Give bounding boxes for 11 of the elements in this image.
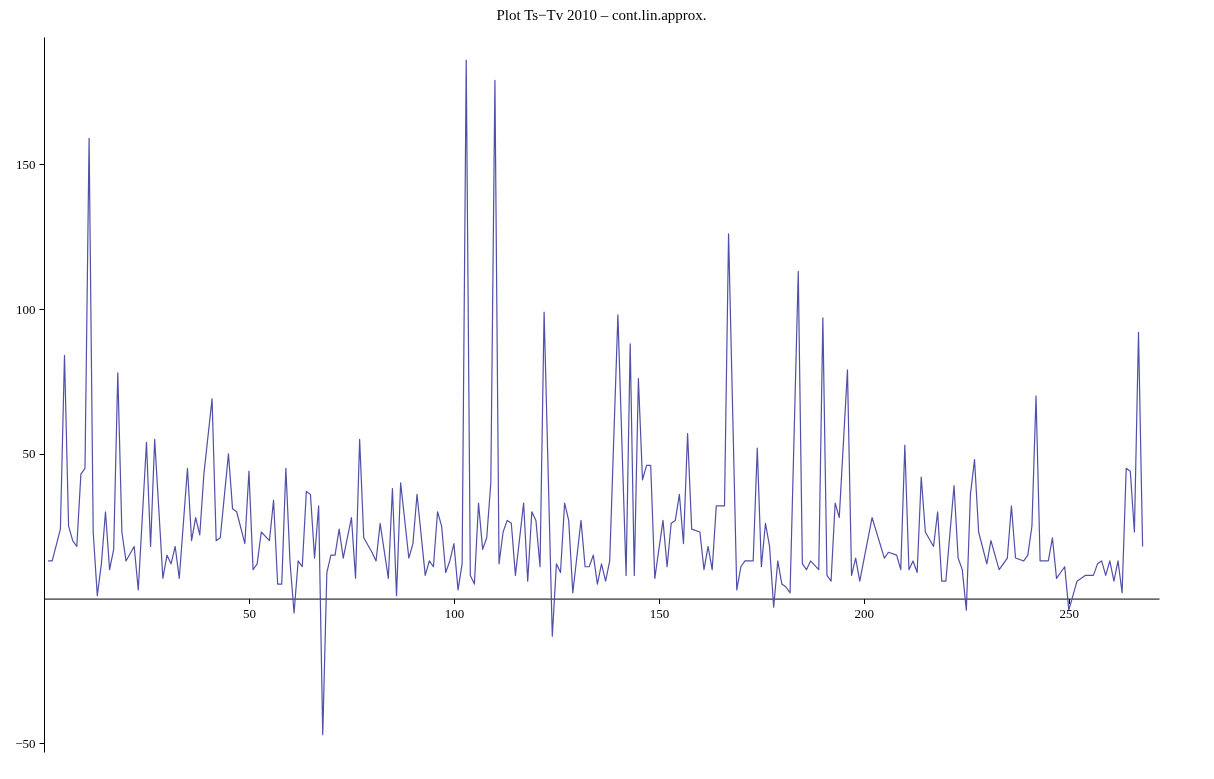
y-tick-label: 100	[16, 301, 36, 317]
y-tick-label: −50	[15, 735, 36, 751]
y-tick-label: 50	[22, 446, 36, 462]
chart-title: Plot Ts−Tv 2010 – cont.lin.approx.	[496, 7, 707, 23]
line-series	[47, 59, 1144, 736]
x-tick-label: 50	[242, 606, 256, 622]
y-tick-label: 150	[16, 156, 36, 172]
x-tick-label: 250	[1059, 606, 1080, 622]
x-tick-label: 150	[649, 606, 670, 622]
x-tick-label: 100	[444, 606, 465, 622]
x-tick-label: 200	[854, 606, 875, 622]
